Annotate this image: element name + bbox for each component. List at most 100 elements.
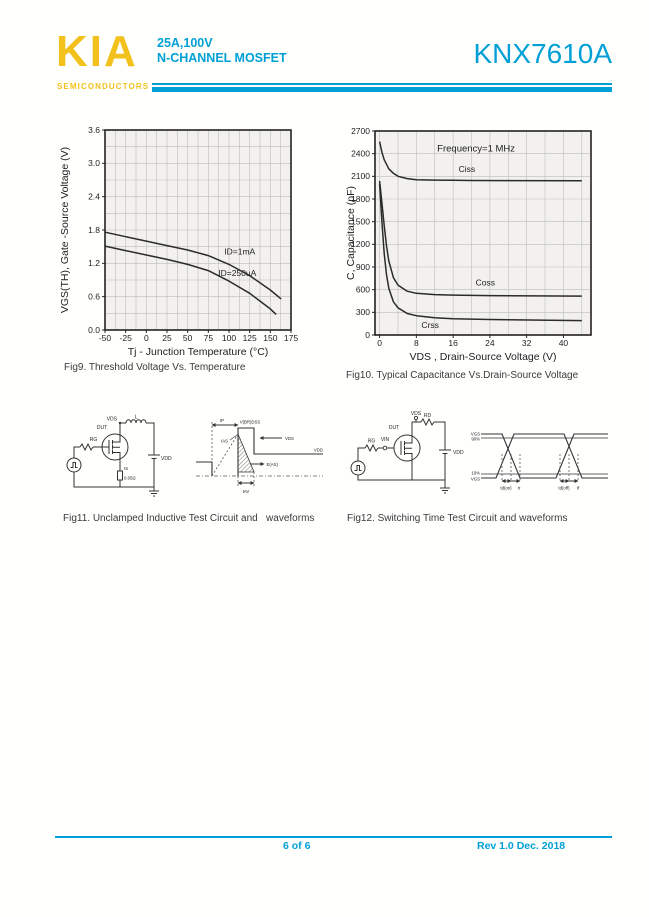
svg-text:300: 300 (356, 307, 370, 317)
label-td-on: td(on) (500, 486, 512, 491)
kia-logo: KIA (56, 27, 138, 76)
label-dut: DUT (389, 425, 399, 431)
svg-text:24: 24 (485, 338, 495, 348)
svg-text:50: 50 (183, 333, 193, 343)
label-rg: RG (90, 437, 98, 443)
svg-text:600: 600 (356, 284, 370, 294)
svg-text:VGS(TH), Gate -Source Voltage: VGS(TH), Gate -Source Voltage (V) (59, 147, 71, 313)
svg-text:125: 125 (243, 333, 257, 343)
svg-text:3.6: 3.6 (88, 125, 100, 135)
svg-text:25: 25 (162, 333, 172, 343)
fig12-circuit-diagram: DUT RG VIN VDS RD VDD (350, 411, 464, 494)
svg-text:100: 100 (222, 333, 236, 343)
svg-text:900: 900 (356, 262, 370, 272)
svg-text:Crss: Crss (421, 320, 438, 330)
vin-test-point (382, 445, 388, 451)
svg-text:32: 32 (522, 338, 532, 348)
label-90pct: 90% (471, 437, 480, 442)
svg-text:2700: 2700 (351, 126, 370, 136)
header-rule-thin (152, 83, 612, 85)
svg-text:C, Capacitance (pF): C, Capacitance (pF) (345, 186, 357, 280)
gate-resistor-icon (79, 442, 94, 452)
label-rg: RG (368, 439, 376, 445)
svg-text:-25: -25 (120, 333, 133, 343)
device-rating: 25A,100V (157, 36, 213, 50)
battery-icon (439, 449, 451, 455)
label-rd: RD (424, 413, 432, 419)
revision-label: Rev 1.0 Dec. 2018 (477, 840, 566, 852)
vds-waveform (237, 427, 323, 476)
fig12-waveform-diagram: VGS 90% 10% VGS td(on) tr td(off) tf (471, 432, 608, 491)
label-tr: tr (518, 486, 521, 491)
label-vin: VIN (381, 437, 390, 443)
label-vbrdss: V(BR)DSS (240, 420, 261, 425)
svg-text:0: 0 (377, 338, 382, 348)
fig11-caption: Fig11. Unclamped Inductive Test Circuit … (63, 513, 315, 524)
inductor-icon (125, 419, 147, 424)
label-rsense: 0.05Ω (124, 476, 136, 481)
ground-icon (149, 487, 159, 497)
svg-text:150: 150 (263, 333, 277, 343)
sense-resistor-icon (117, 470, 123, 481)
label-eas: E(AS) (267, 462, 279, 467)
fig12-caption: Fig12. Switching Time Test Circuit and w… (347, 513, 568, 524)
pulse-generator-icon (350, 460, 366, 476)
svg-text:1.2: 1.2 (88, 258, 100, 268)
label-vdd: VDD (161, 456, 172, 462)
label-td-off: td(off) (558, 486, 570, 491)
device-type: N-CHANNEL MOSFET (157, 51, 287, 65)
svg-text:0.0: 0.0 (88, 325, 100, 335)
fig11-circuit-diagram: DUT RG VDS L VDD IS 0.05Ω (66, 415, 172, 497)
part-number: KNX7610A (473, 38, 612, 69)
fig10-caption: Fig10. Typical Capacitance Vs.Drain-Sour… (346, 370, 579, 381)
header-rule-thick (152, 87, 612, 92)
svg-text:0.6: 0.6 (88, 291, 100, 301)
page-number: 6 of 6 (283, 840, 311, 852)
vds-test-point (413, 415, 419, 421)
svg-text:2400: 2400 (351, 148, 370, 158)
gate-waveform (481, 433, 608, 479)
svg-text:2.4: 2.4 (88, 191, 100, 201)
svg-text:175: 175 (284, 333, 298, 343)
gate-resistor-icon (364, 443, 379, 453)
svg-text:0: 0 (365, 330, 370, 340)
ground-icon (440, 487, 450, 494)
svg-text:3.0: 3.0 (88, 158, 100, 168)
battery-icon (148, 454, 160, 460)
label-inductor: L (135, 415, 138, 421)
label-vds: VDS (411, 411, 422, 417)
svg-text:16: 16 (448, 338, 458, 348)
svg-text:1.8: 1.8 (88, 225, 100, 235)
logo-subtext: SEMICONDUCTORS (57, 82, 150, 91)
svg-text:40: 40 (559, 338, 569, 348)
pulse-glyph-icon (70, 462, 78, 468)
capacitance-chart: 0 8 16 24 32 40 0 300 600 900 1200 1500 1800 2100 2400… (345, 126, 592, 363)
current-ramp (211, 433, 239, 477)
svg-text:8: 8 (414, 338, 419, 348)
svg-text:Tj - Junction Temperature (°C): Tj - Junction Temperature (°C) (128, 346, 269, 358)
mosfet-symbol-icon (393, 434, 421, 462)
mosfet-symbol-icon (101, 433, 129, 461)
svg-text:VDS , Drain-Source Voltage (V): VDS , Drain-Source Voltage (V) (409, 351, 556, 363)
svg-text:ID=250uA: ID=250uA (218, 268, 256, 278)
avalanche-energy-area (237, 433, 255, 473)
svg-text:Ciss: Ciss (459, 164, 476, 174)
svg-text:2100: 2100 (351, 171, 370, 181)
label-vds: VDS (107, 417, 118, 423)
pulse-generator-icon (66, 457, 82, 473)
drain-resistor-icon (420, 417, 435, 427)
label-is: IS (124, 466, 128, 471)
svg-text:0: 0 (144, 333, 149, 343)
label-vgs-bottom: VGS (471, 477, 480, 482)
label-vds: VDS (285, 436, 294, 441)
fig9-caption: Fig9. Threshold Voltage Vs. Temperature (64, 362, 246, 373)
label-10pct: 10% (471, 471, 480, 476)
label-tf: tf (577, 486, 580, 491)
label-tav: tAV (243, 489, 250, 494)
drain-waveform (481, 433, 608, 479)
svg-text:Frequency=1 MHz: Frequency=1 MHz (437, 143, 515, 154)
label-vdd: VDD (314, 448, 323, 453)
svg-text:Coss: Coss (476, 278, 495, 288)
footer-rule (55, 836, 612, 838)
